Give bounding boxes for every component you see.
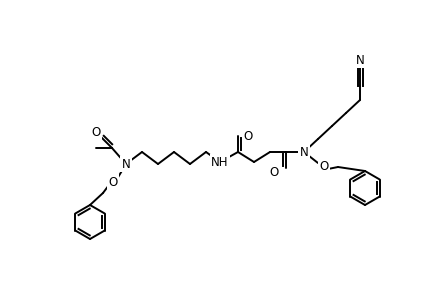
Text: O: O (109, 175, 118, 189)
Text: O: O (269, 166, 278, 179)
Text: N: N (356, 53, 364, 67)
Text: N: N (299, 146, 308, 158)
Text: O: O (243, 129, 253, 143)
Text: NH: NH (211, 156, 229, 168)
Text: O: O (91, 125, 101, 139)
Text: N: N (122, 158, 130, 170)
Text: O: O (319, 160, 329, 174)
